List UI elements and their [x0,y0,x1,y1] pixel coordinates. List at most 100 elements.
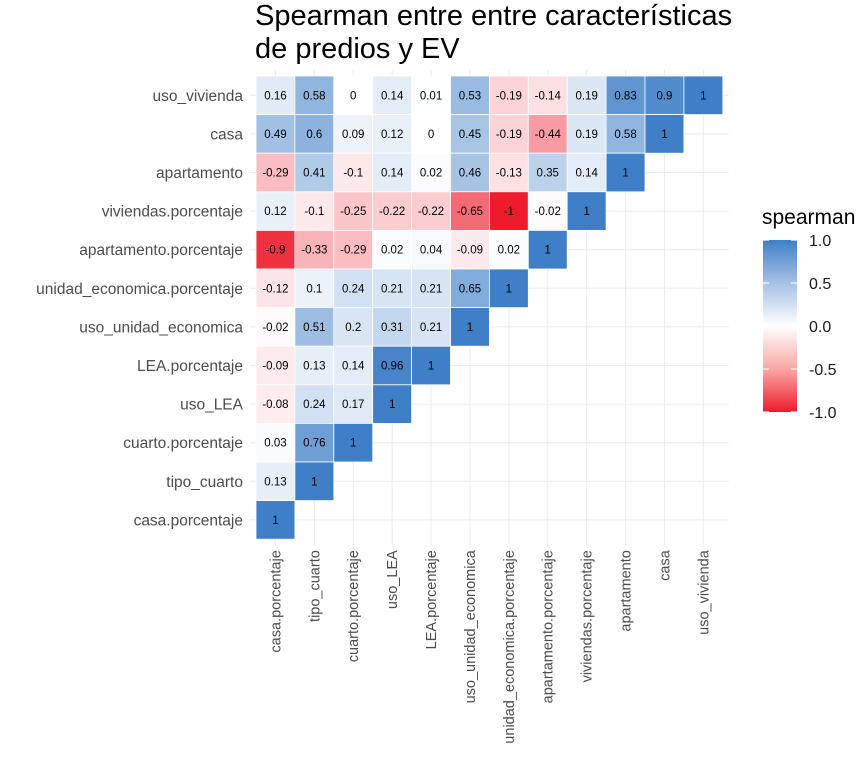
y-tick-label: viviendas.porcentaje [102,204,243,221]
y-tick-label: tipo_cuarto [166,474,243,491]
cell-value-label: 0 [428,129,434,141]
x-tick-label: casa.porcentaje [268,550,284,652]
heatmap-cell [527,114,568,154]
cell-value-label: 0.24 [342,283,365,295]
cell-value-label: 1 [350,438,356,450]
heatmap-cell [411,345,451,386]
heatmap-cells: 0.16 0.58 0 0.14 0.01 0.53 -0.19 -0.14 0.19 0.83 0… [255,75,724,540]
cell-value-label: 0.6 [306,129,322,141]
cell-value-label: 0.12 [381,129,403,141]
y-tick-label: apartamento [156,165,243,182]
cell-value-label: 0.51 [303,322,325,334]
cell-value-label: 0.02 [498,245,520,257]
heatmap-cell [333,345,374,386]
heatmap-cell [450,75,490,115]
legend-tick-label: 0.0 [809,319,831,336]
x-tick-label: casa [657,549,673,581]
heatmap-cell [333,229,374,270]
cell-value-label: 0 [350,90,356,102]
cell-value-label: 1 [661,129,667,141]
cell-value-label: 0.46 [459,168,481,180]
cell-value-label: -0.33 [301,245,327,257]
heatmap-cell [294,191,335,231]
cell-value-label: -0.12 [262,283,288,295]
cell-value-label: -0.22 [379,206,405,218]
cell-value-label: -0.1 [304,206,324,218]
cell-value-label: 0.09 [342,129,364,141]
heatmap-cell [644,114,685,154]
x-axis-tick-labels: casa.porcentaje tipo_cuarto cuarto.porcent… [268,549,712,743]
x-tick-label: cuarto.porcentaje [346,550,362,662]
x-tick-label: tipo_cuarto [307,550,323,622]
cell-value-label: 0.45 [459,129,481,141]
cell-value-label: -0.09 [262,361,288,373]
x-tick-label: apartamento [619,550,635,631]
heatmap-cell [605,152,646,193]
cell-value-label: 1 [389,399,395,411]
heatmap-cell [411,229,451,270]
cell-value-label: 0.16 [264,90,286,102]
cell-value-label: 0.17 [342,399,364,411]
heatmap-cell [450,268,490,308]
cell-value-label: 0.76 [303,438,325,450]
cell-value-label: -0.29 [262,168,288,180]
heatmap-cell [255,384,296,424]
chart-title: Spearman entre entre características de … [255,0,855,66]
cell-value-label: 0.53 [459,90,481,102]
heatmap-cell [450,191,490,231]
cell-value-label: -0.02 [535,206,561,218]
cell-value-label: -0.65 [457,206,483,218]
heatmap-cell [372,268,413,308]
x-tick-label: LEA.porcentaje [424,550,440,649]
legend-tick-label: -1.0 [809,405,837,422]
heatmap-cell [450,114,490,154]
cell-value-label: 0.1 [306,283,322,295]
cell-value-label: 0.14 [381,90,404,102]
x-tick-label: uso_unidad_economica [463,549,479,703]
heatmap-cell [372,114,413,154]
heatmap-cell [683,75,724,115]
heatmap-cell [255,268,296,308]
cell-value-label: 1 [622,168,628,180]
chart-title-line-1: Spearman entre entre características [255,0,733,32]
y-tick-label: apartamento.porcentaje [79,242,243,259]
cell-value-label: 0.14 [575,168,598,180]
cell-value-label: 0.21 [420,322,442,334]
heatmap-cell [372,384,413,424]
cell-value-label: 0.04 [420,245,443,257]
cell-value-label: 0.12 [264,206,286,218]
heatmap-cell [372,75,413,115]
heatmap-cell [294,384,335,424]
legend-tick-label: 1.0 [809,233,831,250]
cell-value-label: 0.01 [420,90,442,102]
heatmap-cell [411,307,451,347]
heatmap-cell [527,75,568,115]
cell-value-label: 0.35 [537,168,559,180]
y-tick-label: cuarto.porcentaje [123,435,243,452]
heatmap-cell [450,152,490,193]
x-tick-label: uso_vivienda [696,549,712,635]
heatmap-cell [450,307,490,347]
cell-value-label: 1 [583,206,589,218]
heatmap-cell [255,114,296,154]
heatmap-cell [411,152,451,193]
cell-value-label: 1 [467,322,473,334]
heatmap-cell [527,191,568,231]
cell-value-label: 0.13 [264,476,286,488]
cell-value-label: 0.31 [381,322,403,334]
cell-value-label: 0.49 [264,129,286,141]
cell-value-label: 1 [545,245,551,257]
heatmap-cell [527,152,568,193]
cell-value-label: -0.19 [496,90,522,102]
cell-value-label: 0.21 [381,283,403,295]
cell-value-label: 1 [428,361,434,373]
cell-value-label: 1 [311,476,317,488]
heatmap-cell [294,307,335,347]
cell-value-label: -0.19 [496,129,522,141]
cell-value-label: 0.02 [420,168,442,180]
heatmap-cell [255,191,296,231]
heatmap-cell [411,75,451,115]
heatmap-cell [294,114,335,154]
cell-value-label: -0.25 [340,206,366,218]
